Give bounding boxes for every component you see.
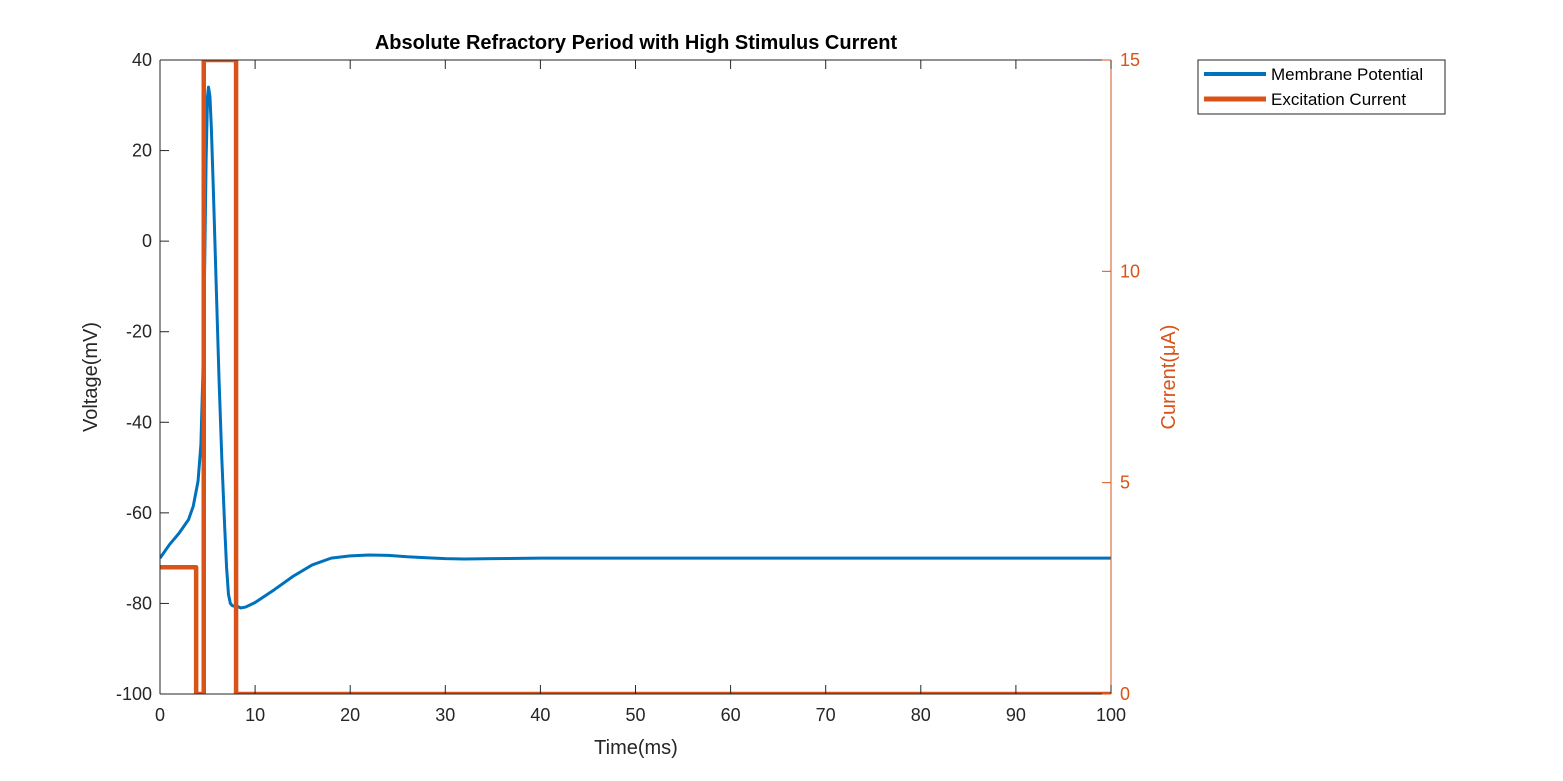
left-y-ticks: -100 -80 -60 -40 -20 0 20 40	[116, 50, 169, 704]
x-tick-label: 40	[530, 705, 550, 725]
legend-label-excitation-current: Excitation Current	[1271, 90, 1406, 109]
series-line-excitation-current	[160, 60, 1111, 694]
x-axis-label: Time(ms)	[594, 737, 678, 759]
chart-title: Absolute Refractory Period with High Sti…	[375, 32, 898, 54]
right-y-tick-label: 15	[1120, 50, 1140, 70]
right-y-axis-label: Current(μA)	[1158, 325, 1180, 430]
right-y-ticks: 0 5 10 15	[1102, 50, 1140, 704]
left-y-tick-label: -100	[116, 684, 152, 704]
left-y-tick-label: -20	[126, 322, 152, 342]
left-y-tick-label: 40	[132, 50, 152, 70]
x-tick-label: 90	[1006, 705, 1026, 725]
left-y-tick-label: 20	[132, 141, 152, 161]
x-tick-label: 100	[1096, 705, 1126, 725]
right-y-tick-label: 0	[1120, 684, 1130, 704]
x-tick-label: 80	[911, 705, 931, 725]
left-y-tick-label: -80	[126, 593, 152, 613]
x-ticks: 0 10 20 30 40 50 60 70 80 90 100	[155, 60, 1126, 725]
left-y-tick-label: -40	[126, 412, 152, 432]
x-tick-label: 10	[245, 705, 265, 725]
x-tick-label: 70	[816, 705, 836, 725]
axes-frame	[159, 59, 1112, 695]
legend: Membrane Potential Excitation Current	[1197, 59, 1446, 115]
x-tick-label: 50	[625, 705, 645, 725]
plot-area	[160, 60, 1111, 694]
left-y-axis-label: Voltage(mV)	[80, 322, 102, 432]
x-tick-label: 60	[721, 705, 741, 725]
left-y-tick-label: -60	[126, 503, 152, 523]
left-y-tick-label: 0	[142, 231, 152, 251]
x-tick-label: 20	[340, 705, 360, 725]
right-y-tick-label: 10	[1120, 261, 1140, 281]
legend-box	[1197, 59, 1446, 115]
right-y-tick-label: 5	[1120, 473, 1130, 493]
x-tick-label: 0	[155, 705, 165, 725]
x-tick-label: 30	[435, 705, 455, 725]
series-line-membrane-potential	[160, 85, 1111, 610]
legend-label-membrane-potential: Membrane Potential	[1271, 65, 1423, 84]
